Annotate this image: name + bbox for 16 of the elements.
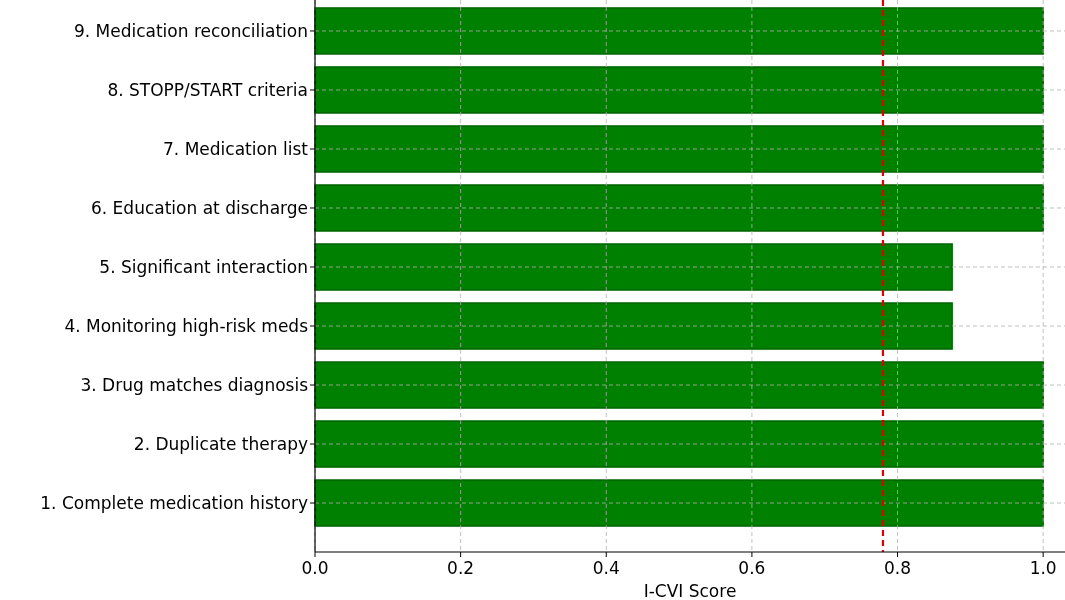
y-tick-label: 9. Medication reconciliation (73, 20, 308, 41)
y-tick-label: 7. Medication list (163, 138, 309, 159)
y-tick-label: 4. Monitoring high-risk meds (64, 315, 309, 336)
x-tick-label: 0.0 (301, 558, 329, 578)
x-tick-label: 1.0 (1029, 558, 1057, 578)
x-tick-label: 0.6 (738, 558, 766, 578)
x-tick-label: 0.8 (884, 558, 912, 578)
y-tick-label: 5. Significant interaction (99, 256, 308, 277)
x-tick-label: 0.2 (447, 558, 475, 578)
y-tick-label: 2. Duplicate therapy (133, 433, 308, 454)
x-tick-label: 0.4 (592, 558, 620, 578)
x-axis-title: I-CVI Score (643, 581, 737, 600)
y-tick-label: 3. Drug matches diagnosis (80, 374, 309, 395)
y-tick-label: 1. Complete medication history (40, 492, 308, 513)
y-tick-label: 8. STOPP/START criteria (107, 79, 308, 100)
y-tick-label: 6. Education at discharge (91, 197, 308, 218)
